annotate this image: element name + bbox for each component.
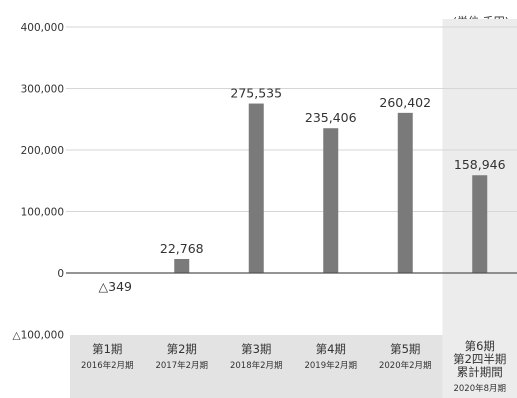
x-tick-label: 第1期 bbox=[92, 342, 122, 356]
x-tick-label: 第5期 bbox=[390, 342, 420, 356]
x-tick-label: 第2期 bbox=[167, 342, 197, 356]
x-tick-date: 2019年2月期 bbox=[304, 360, 357, 371]
y-tick-label: 0 bbox=[57, 268, 64, 280]
bar bbox=[323, 128, 339, 273]
x-tick-date: 2020年2月期 bbox=[379, 360, 432, 371]
bar bbox=[248, 103, 264, 273]
bar bbox=[174, 258, 190, 273]
y-tick-label: 100,000 bbox=[21, 207, 64, 219]
y-tick-label: △100,000 bbox=[13, 330, 65, 342]
x-tick-label: 第4期 bbox=[316, 342, 346, 356]
data-label: 22,768 bbox=[160, 241, 204, 256]
data-label: 260,402 bbox=[379, 95, 431, 110]
data-label: 158,946 bbox=[454, 157, 506, 172]
x-tick-sublabel: 累計期間 bbox=[457, 365, 503, 379]
y-tick-label: 400,000 bbox=[21, 22, 64, 34]
x-tick-date: 2016年2月期 bbox=[81, 360, 134, 371]
bar bbox=[397, 112, 413, 273]
data-label: △349 bbox=[99, 279, 133, 294]
data-label: 275,535 bbox=[230, 86, 282, 101]
bar bbox=[472, 175, 488, 273]
x-tick-date: 2020年8月期 bbox=[453, 383, 506, 394]
y-tick-label: 300,000 bbox=[21, 84, 64, 96]
x-tick-date: 2017年2月期 bbox=[155, 360, 208, 371]
y-tick-label: 200,000 bbox=[21, 145, 64, 157]
x-tick-label: 第6期 bbox=[465, 339, 495, 353]
category-band bbox=[70, 335, 443, 398]
data-label: 235,406 bbox=[305, 110, 357, 125]
x-tick-label: 第3期 bbox=[241, 342, 271, 356]
x-tick-sublabel: 第2四半期 bbox=[453, 352, 506, 366]
x-tick-date: 2018年2月期 bbox=[230, 360, 283, 371]
